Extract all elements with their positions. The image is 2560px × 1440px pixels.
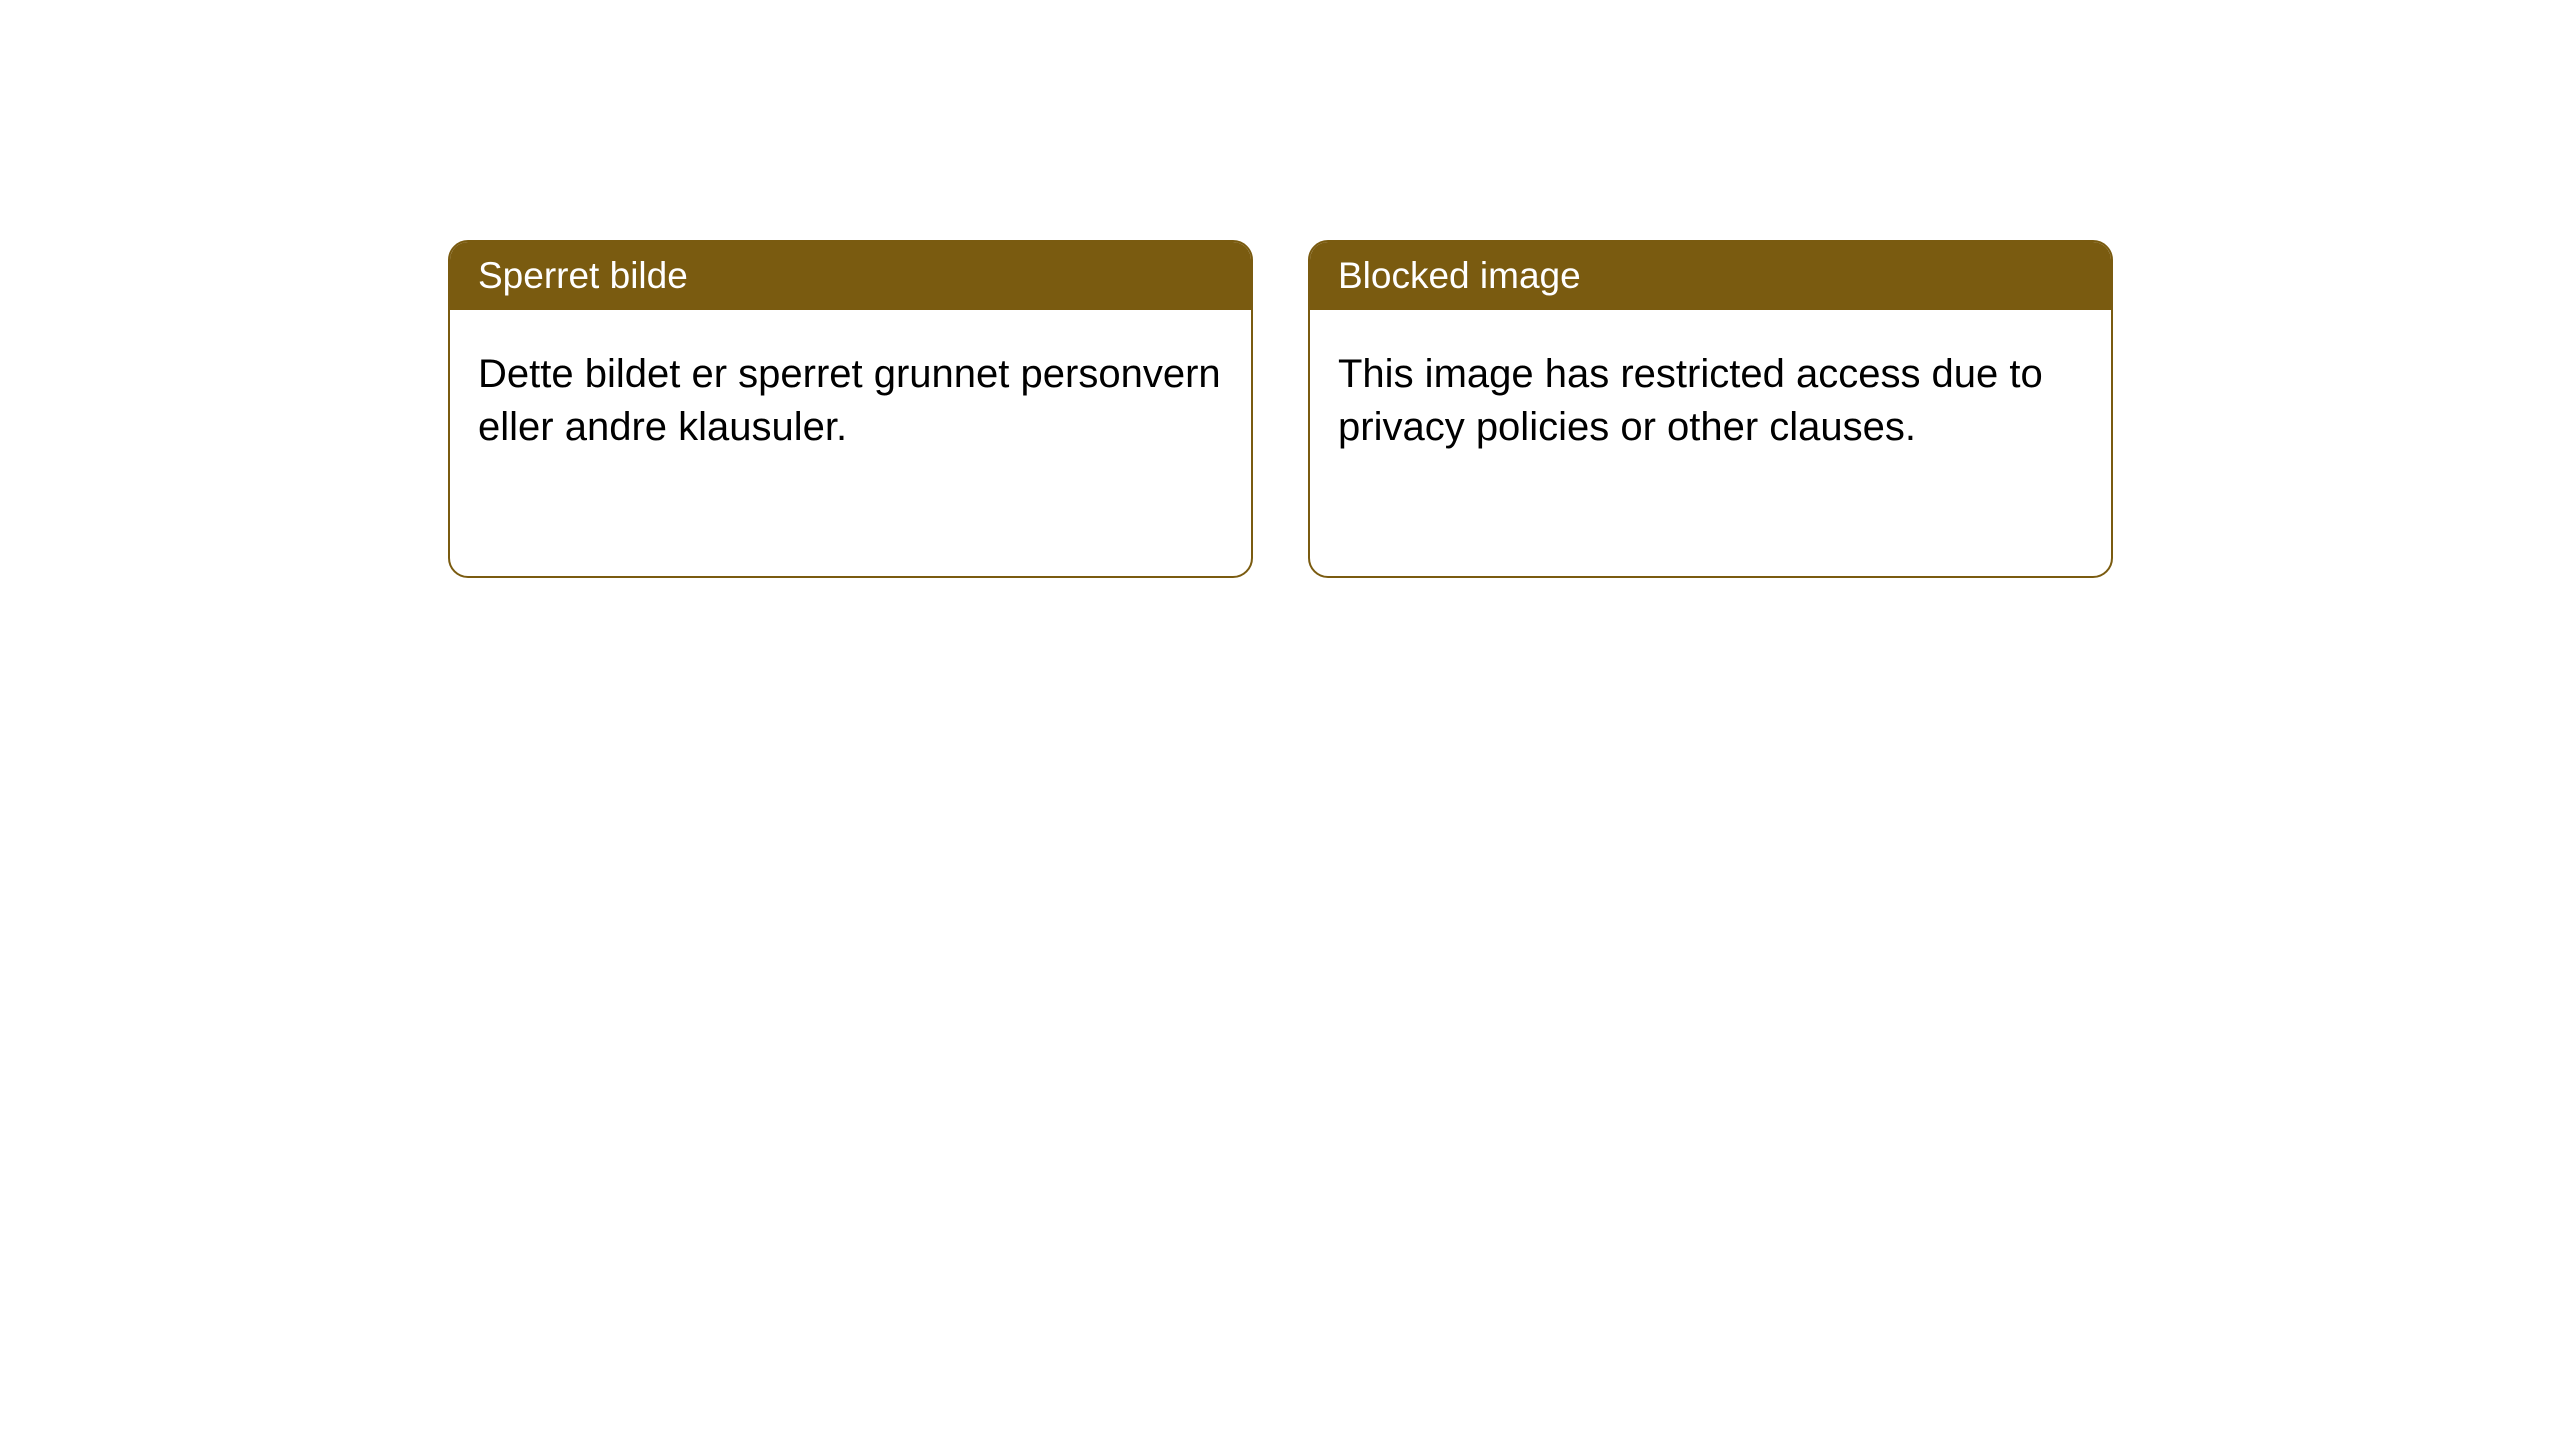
card-header: Blocked image (1310, 242, 2111, 310)
card-body: This image has restricted access due to … (1310, 310, 2111, 492)
card-norwegian: Sperret bilde Dette bildet er sperret gr… (448, 240, 1253, 578)
card-english: Blocked image This image has restricted … (1308, 240, 2113, 578)
card-header: Sperret bilde (450, 242, 1251, 310)
card-body: Dette bildet er sperret grunnet personve… (450, 310, 1251, 492)
cards-container: Sperret bilde Dette bildet er sperret gr… (448, 240, 2113, 578)
